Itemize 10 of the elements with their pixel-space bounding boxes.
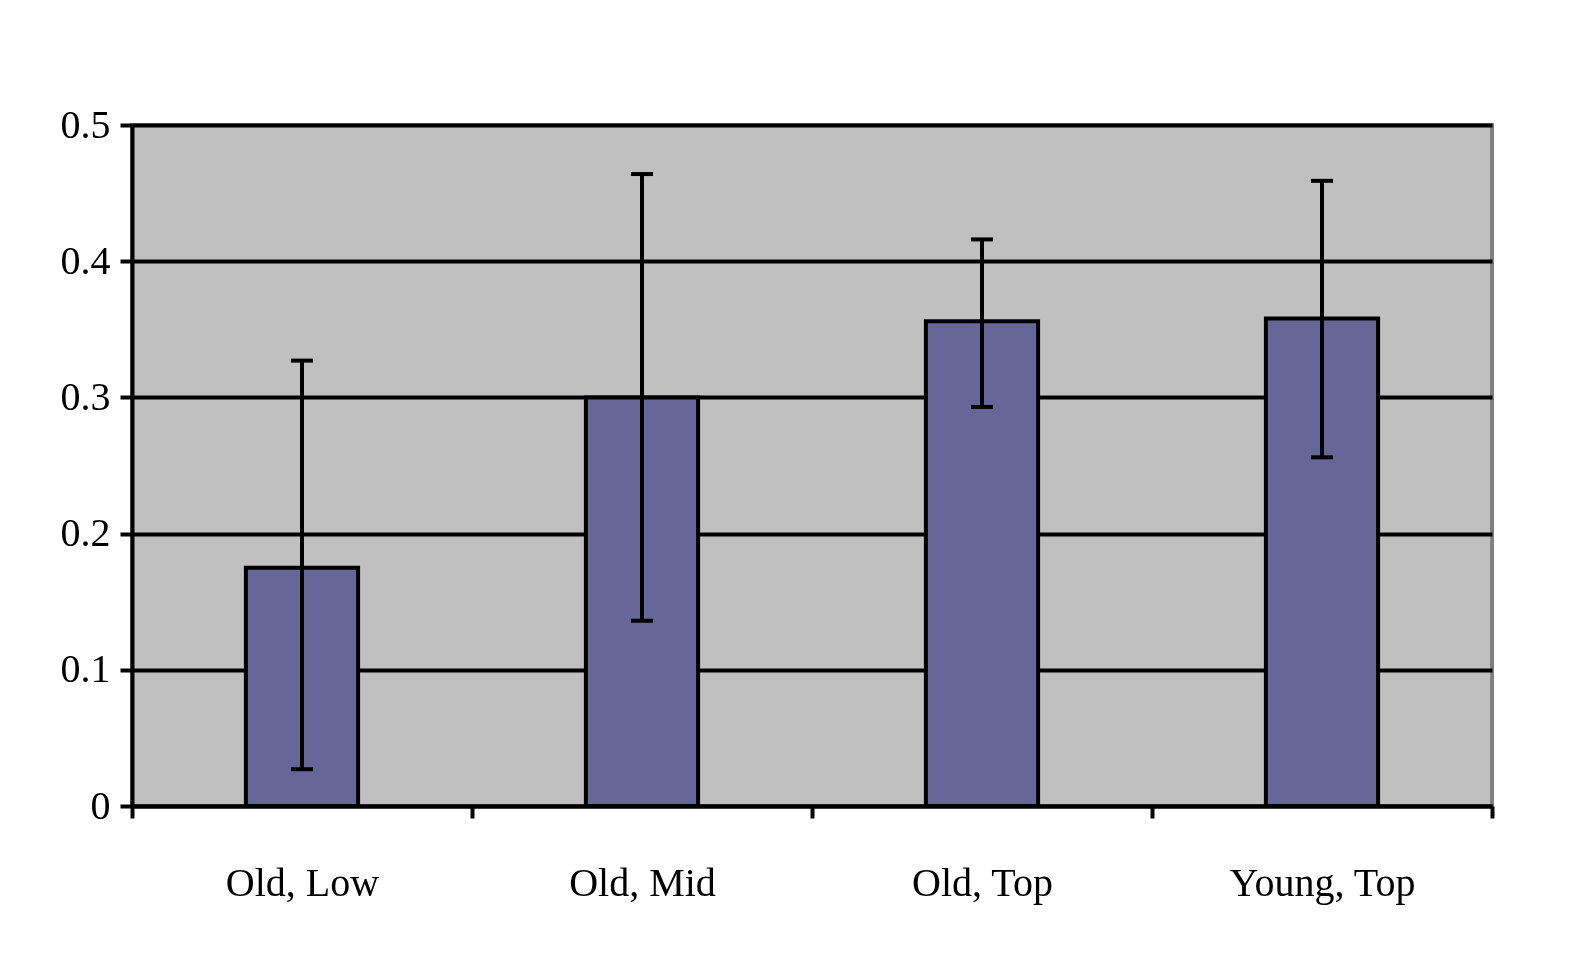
y-tick-label: 0.2 xyxy=(60,510,111,556)
x-tick-label: Old, Low xyxy=(225,859,380,905)
x-tick-label: Young, Top xyxy=(1229,859,1416,905)
x-tick-label: Old, Mid xyxy=(569,859,716,905)
y-tick-label: 0.4 xyxy=(60,237,111,283)
y-tick-label: 0 xyxy=(90,782,111,828)
x-tick-label: Old, Top xyxy=(912,859,1053,905)
y-tick-label: 0.3 xyxy=(60,373,111,419)
y-tick-label: 0.1 xyxy=(60,646,111,692)
y-tick-label: 0.5 xyxy=(60,101,111,147)
